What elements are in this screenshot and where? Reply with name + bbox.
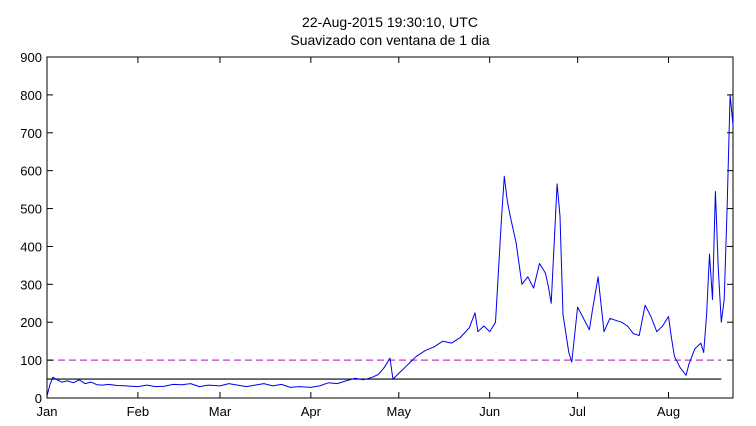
series-layer (46, 94, 734, 397)
plot-area (46, 56, 734, 399)
y-tick-label: 0 (35, 391, 42, 406)
x-tick-label: Aug (657, 404, 680, 419)
x-tick-label: Jan (37, 404, 58, 419)
y-tick-label: 400 (20, 239, 42, 254)
y-tick-label: 100 (20, 353, 42, 368)
x-tick-label: Mar (209, 404, 232, 419)
y-tick-label: 900 (20, 50, 42, 65)
x-tick-label: May (387, 404, 412, 419)
y-tick-label: 200 (20, 315, 42, 330)
x-tick-label: Jun (479, 404, 500, 419)
series-line-0 (46, 94, 734, 397)
y-tick-label: 300 (20, 277, 42, 292)
chart-title: 22-Aug-2015 19:30:10, UTC (302, 14, 478, 30)
chart-subtitle: Suavizado con ventana de 1 dia (290, 32, 489, 48)
x-tick-label: Jul (569, 404, 586, 419)
y-tick-label: 600 (20, 164, 42, 179)
y-tick-label: 800 (20, 88, 42, 103)
y-tick-label: 500 (20, 202, 42, 217)
x-axis-ticks: Jan Feb Mar Apr May Jun Jul Aug (37, 57, 680, 419)
reference-lines (47, 359, 722, 380)
x-tick-label: Apr (301, 404, 322, 419)
y-tick-label: 700 (20, 126, 42, 141)
y-axis-ticks: 0 100 200 300 400 500 600 700 800 900 (20, 50, 733, 406)
x-tick-label: Feb (127, 404, 149, 419)
